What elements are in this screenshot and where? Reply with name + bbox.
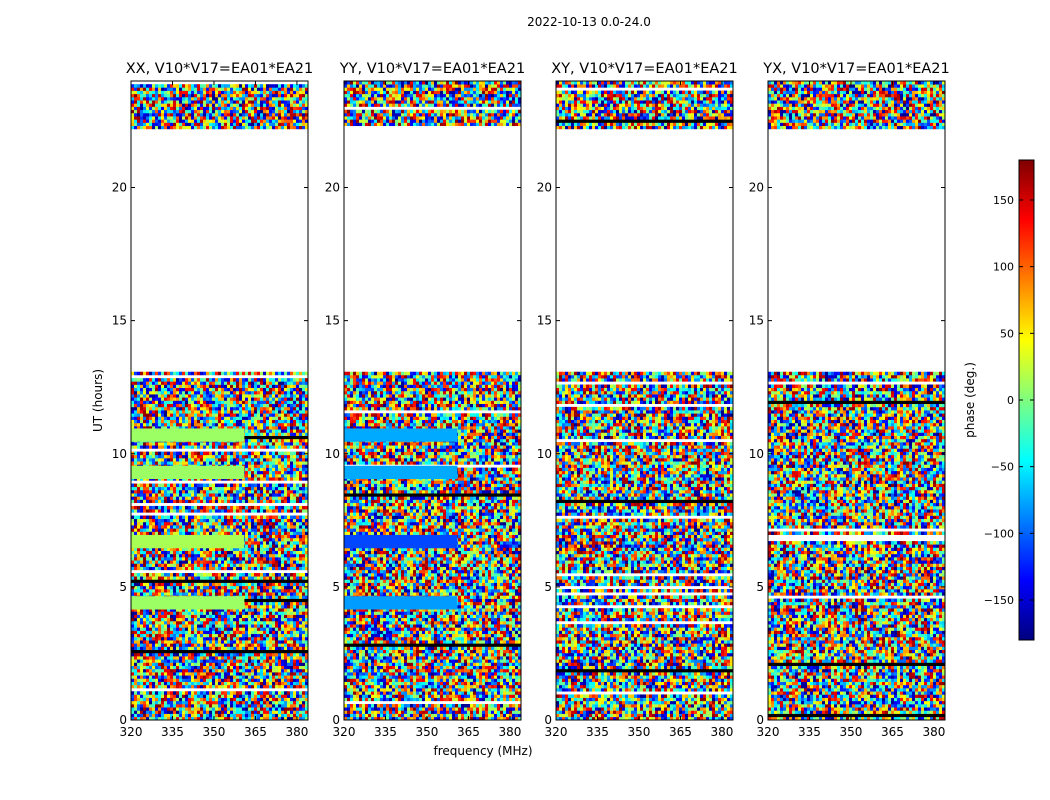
colorbar-tick-label: −50: [991, 461, 1014, 474]
panel-yy: YY, V10*V17=EA01*EA21 320 335 350 365 380 0 5 10…: [325, 61, 533, 758]
x-tick-label: 320: [545, 725, 568, 739]
x-tick-label: 335: [161, 725, 184, 739]
x-tick-label: 335: [586, 725, 609, 739]
y-tick-label: 0: [544, 713, 552, 727]
phase-heatmap: [344, 81, 521, 720]
phase-heatmap: [556, 81, 733, 720]
y-tick-label: 0: [756, 713, 764, 727]
coherent-band: [131, 534, 245, 549]
y-tick-label: 10: [325, 447, 340, 461]
panel-title: XY, V10*V17=EA01*EA21: [551, 61, 737, 77]
colorbar-tick-label: 50: [1000, 327, 1014, 340]
y-tick-label: 10: [112, 447, 127, 461]
x-tick-label: 350: [840, 725, 863, 739]
x-tick-label: 365: [244, 725, 267, 739]
phase-heatmap: [131, 84, 308, 720]
x-tick-label: 380: [498, 725, 521, 739]
colorbar: −150 −100 −50 0 50 100 150 phase (deg.): [963, 159, 1035, 641]
figure-title: 2022-10-13 0.0-24.0: [527, 15, 651, 29]
axes-frame: [555, 80, 734, 721]
y-tick-label: 5: [119, 580, 127, 594]
x-tick-label: 350: [203, 725, 226, 739]
y-tick-label: 20: [325, 181, 340, 195]
x-tick-label: 365: [457, 725, 480, 739]
x-tick-label: 380: [922, 725, 945, 739]
coherent-band: [131, 465, 245, 480]
y-tick-label: 5: [544, 580, 552, 594]
coherent-band: [344, 428, 458, 442]
colorbar-label: phase (deg.): [963, 362, 977, 438]
axes-frame: [130, 80, 309, 721]
coherent-band: [131, 596, 245, 610]
y-tick-label: 20: [112, 181, 127, 195]
x-tick-label: 365: [881, 725, 904, 739]
panel-title: XX, V10*V17=EA01*EA21: [126, 61, 314, 77]
x-tick-label: 320: [757, 725, 780, 739]
y-tick-label: 15: [112, 314, 127, 328]
panel-title: YY, V10*V17=EA01*EA21: [339, 61, 525, 77]
y-tick-label: 5: [756, 580, 764, 594]
x-axis-label: frequency (MHz): [433, 744, 532, 758]
y-tick-label: 5: [332, 580, 340, 594]
x-tick-label: 380: [285, 725, 308, 739]
colorbar-tick-label: −100: [984, 527, 1014, 540]
coherent-band: [344, 534, 458, 549]
y-tick-label: 10: [749, 447, 764, 461]
y-tick-label: 10: [537, 447, 552, 461]
colorbar-tick-label: 150: [993, 194, 1014, 207]
y-tick-label: 0: [119, 713, 127, 727]
y-tick-label: 0: [332, 713, 340, 727]
x-tick-label: 335: [374, 725, 397, 739]
axes-frame: [343, 80, 522, 721]
y-tick-label: 20: [537, 181, 552, 195]
phase-heatmap: [768, 81, 945, 720]
y-tick-label: 15: [325, 314, 340, 328]
colorbar-tick-label: −150: [984, 594, 1014, 607]
coherent-band: [344, 596, 458, 610]
x-tick-label: 380: [710, 725, 733, 739]
y-tick-label: 15: [537, 314, 552, 328]
coherent-band: [131, 428, 245, 442]
x-tick-label: 320: [333, 725, 356, 739]
y-axis-label: UT (hours): [91, 369, 105, 432]
x-tick-label: 350: [628, 725, 651, 739]
colorbar-tick-label: 100: [993, 261, 1014, 274]
x-tick-label: 320: [120, 725, 143, 739]
panel-xx: XX, V10*V17=EA01*EA21 320 335 350 365 380 0 5 10…: [91, 61, 313, 739]
panel-title: YX, V10*V17=EA01*EA21: [762, 61, 949, 77]
x-tick-label: 350: [416, 725, 439, 739]
panels: XX, V10*V17=EA01*EA21 320 335 350 365 380 0 5 10…: [91, 61, 950, 758]
y-tick-label: 20: [749, 181, 764, 195]
panel-xy: XY, V10*V17=EA01*EA21 320 335 350 365 380 0 5 10…: [537, 61, 738, 739]
colorbar-tick-label: 0: [1007, 394, 1014, 407]
x-tick-label: 335: [798, 725, 821, 739]
axes-frame: [767, 80, 946, 721]
panel-yx: YX, V10*V17=EA01*EA21 320 335 350 365 380 0 5 10…: [749, 61, 950, 739]
y-tick-label: 15: [749, 314, 764, 328]
x-tick-label: 365: [669, 725, 692, 739]
coherent-band: [344, 465, 458, 480]
